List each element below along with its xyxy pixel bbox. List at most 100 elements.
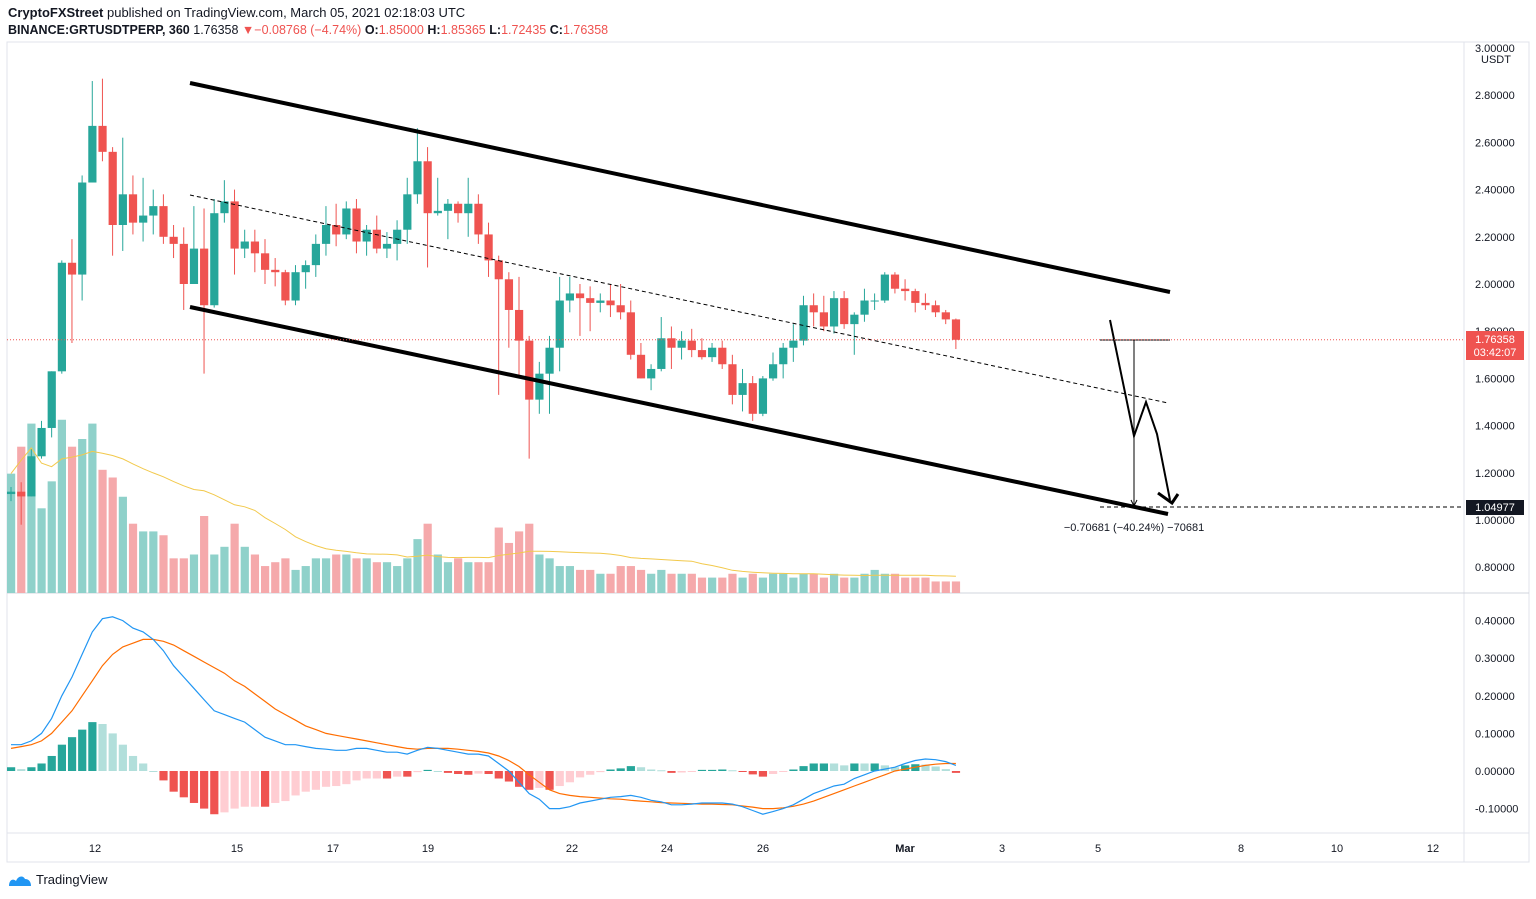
macd-histogram-bar [586,771,594,775]
macd-histogram-bar [271,771,279,803]
time-tick-label: 17 [327,843,339,855]
volume-bar [251,555,259,594]
volume-bar [505,543,513,593]
macd-tick-label: 0.40000 [1475,616,1515,628]
volume-bar [434,555,442,594]
macd-histogram-bar [688,771,696,772]
macd-histogram-bar [58,745,66,771]
candle-body [718,348,726,365]
price-tick-label: 0.80000 [1475,562,1515,574]
macd-histogram-bar [606,769,614,771]
candle-body [576,293,584,298]
volume-bar [495,528,503,593]
tradingview-logo-icon [8,873,32,887]
candle-body [728,364,736,395]
macd-histogram-bar [352,771,360,780]
volume-bar [678,574,686,593]
candle-body [525,341,533,400]
candle-body [779,348,787,365]
candle-body [789,341,797,348]
candle-body [17,492,25,497]
candle-body [860,301,868,315]
volume-bar [78,439,86,593]
drawings-layer[interactable] [7,83,1464,514]
macd-histogram-bar [840,765,848,771]
volume-bar [556,566,564,593]
macd-histogram-bar [627,766,635,771]
macd-histogram-bar [98,724,106,771]
macd-histogram-bar [373,771,381,779]
time-tick-label: 26 [757,843,769,855]
candle-body [251,242,259,254]
macd-histogram-bar [759,771,767,777]
macd-histogram-bar [545,771,553,790]
time-tick-label: 12 [89,843,101,855]
macd-histogram-bar [779,771,787,772]
macd-histogram-bar [434,771,442,772]
volume-bar [231,524,239,593]
volume-bar [830,574,838,593]
volume-bar [261,566,269,593]
volume-layer [7,420,960,593]
candle-body [393,230,401,244]
price-tick-label: 2.80000 [1475,90,1515,102]
candle-body [464,204,472,213]
macd-histogram-bar [728,770,736,771]
macd-histogram-bar [739,771,747,772]
volume-bar [119,497,127,593]
candle-body [921,303,929,305]
candle-body [48,371,56,428]
candle-body [373,230,381,249]
candle-body [698,350,706,357]
volume-bar [464,562,472,593]
price-tick-label: 1.60000 [1475,373,1515,385]
macd-histogram-bar [454,771,462,774]
time-tick-label: 15 [231,843,243,855]
time-tick-label: 5 [1095,843,1101,855]
target-price-tag-value: 1.04977 [1475,502,1515,514]
macd-histogram-bar [190,771,198,803]
tradingview-brand: TradingView [36,872,108,887]
volume-bar [627,566,635,593]
volume-bar [739,578,747,593]
candle-body [901,289,909,291]
candle-body [68,263,76,275]
volume-bar [159,535,167,593]
macd-histogram-bar [27,767,35,771]
volume-bar [312,558,320,593]
candle-body [932,305,940,312]
volume-bar [952,581,960,593]
macd-histogram-bar [718,769,726,771]
time-tick-label: 19 [422,843,434,855]
macd-histogram-bar [48,756,56,771]
candle-body [271,270,279,272]
macd-histogram-bar [850,763,858,771]
candle-body [881,275,889,301]
macd-histogram-bar [667,771,675,773]
candle-body [657,338,665,369]
macd-histogram-bar [231,771,239,809]
channel-upper-line [190,83,1170,292]
candle-body [383,244,391,249]
candle-body [545,348,553,374]
volume-bar [840,578,848,593]
volume-bar [109,478,117,594]
macd-histogram-bar [78,730,86,771]
macd-histogram-bar [474,771,482,774]
price-tick-label: 2.00000 [1475,279,1515,291]
candle-body [281,272,289,300]
tradingview-footer[interactable]: TradingView [8,872,108,887]
volume-bar [698,578,706,593]
volume-bar [363,558,371,593]
macd-histogram-bar [7,767,15,771]
macd-tick-label: 0.10000 [1475,728,1515,740]
volume-bar [444,562,452,593]
volume-bar [667,574,675,593]
volume-bar [271,562,279,593]
candle-body [850,315,858,324]
macd-histogram-bar [342,771,350,784]
candle-body [312,244,320,265]
macd-histogram-bar [393,771,401,777]
volume-bar [48,481,56,593]
